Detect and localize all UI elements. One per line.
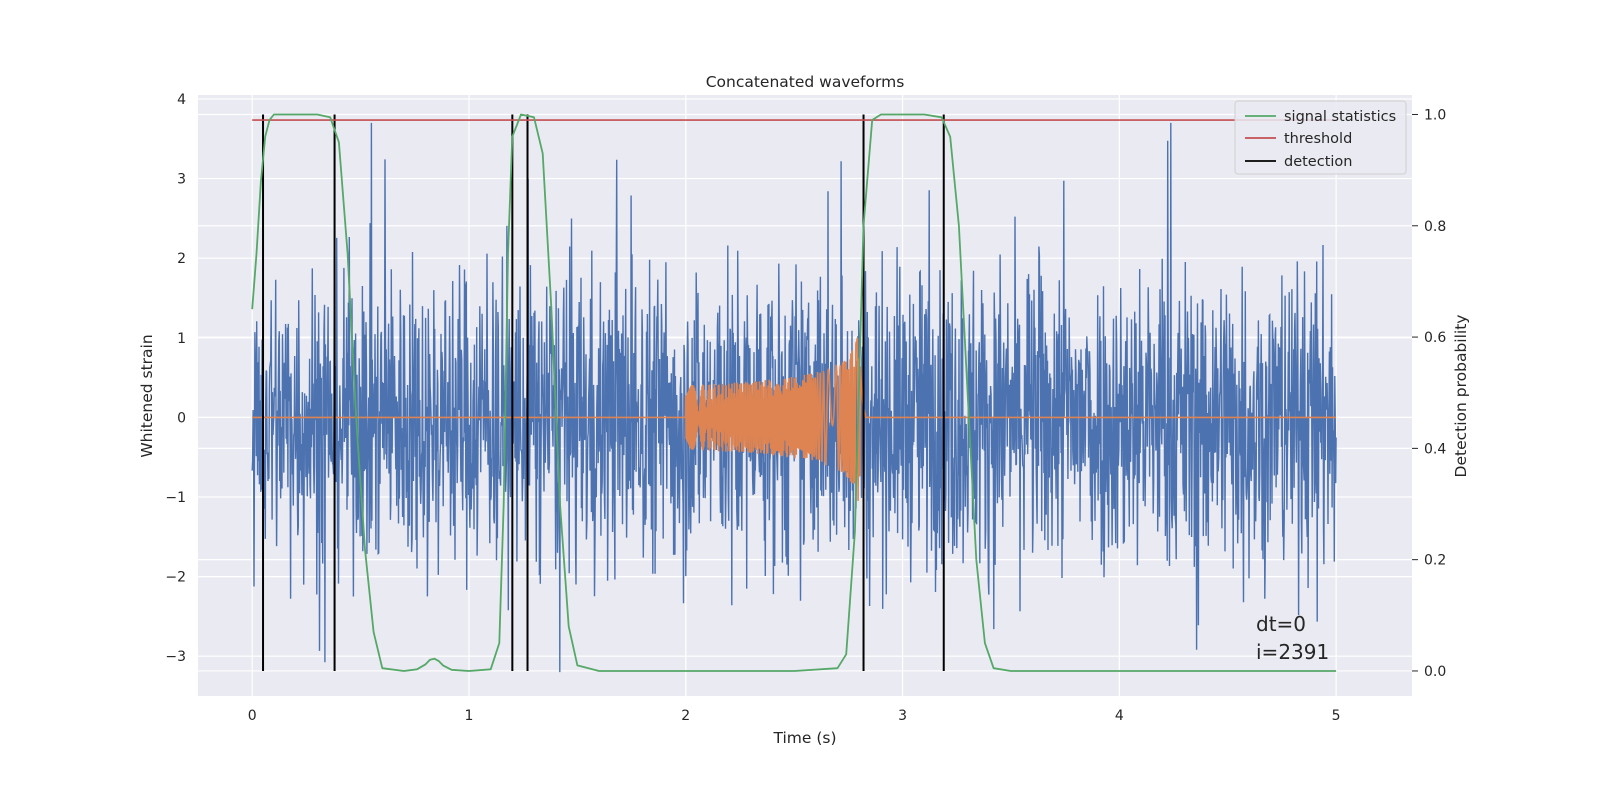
x-tick-label: 1: [465, 708, 474, 724]
y-tick-label: 3: [177, 172, 186, 188]
y-tick-label: −1: [165, 490, 186, 506]
annotation-i: i=2391: [1256, 640, 1329, 664]
series-injected-waveform: [252, 337, 1337, 501]
y-tick-label: 4: [177, 92, 186, 108]
legend-label-detection: detection: [1284, 154, 1352, 170]
y-right-tick-label: 0.8: [1424, 219, 1446, 235]
legend: signal statistics threshold detection: [1234, 100, 1407, 175]
y-right-tick-label: 0.6: [1424, 330, 1446, 346]
legend-label-threshold: threshold: [1284, 131, 1352, 147]
x-tick-label: 5: [1332, 708, 1341, 724]
y-tick-label: 0: [177, 410, 186, 426]
x-tick-label: 0: [248, 708, 257, 724]
y-tick-label: 1: [177, 331, 186, 347]
y-right-tick-label: 0.2: [1424, 553, 1446, 569]
y-right-tick-label: 0.4: [1424, 441, 1446, 457]
y-tick-label: −3: [165, 649, 186, 665]
chart-title: Concatenated waveforms: [706, 73, 905, 91]
x-tick-label: 4: [1115, 708, 1124, 724]
series-signal-statistics: [251, 113, 1337, 672]
annotation-dt: dt=0: [1256, 612, 1306, 636]
x-tick-label: 2: [681, 708, 690, 724]
legend-box: [1234, 100, 1407, 175]
series-layer: [251, 113, 1337, 673]
y-axis-label: Whitened strain: [138, 334, 156, 457]
y-axis-right-label: Detection probability: [1452, 315, 1470, 478]
y-tick-label: −2: [165, 570, 186, 586]
y-right-tick-label: 0.0: [1424, 664, 1446, 680]
y-right-tick-label: 1.0: [1424, 107, 1446, 123]
series-whitened-strain: [251, 122, 1337, 673]
ticks-layer: 0 1 2 3 4 5 −3 −2 −1 0 1 2 3 4 0.0 0.2 0.4 0.6 0.8 1.0: [165, 92, 1446, 724]
legend-label-signal-statistics: signal statistics: [1284, 109, 1396, 125]
x-axis-label: Time (s): [772, 729, 836, 747]
y-tick-label: 2: [177, 251, 186, 267]
x-tick-label: 3: [898, 708, 907, 724]
